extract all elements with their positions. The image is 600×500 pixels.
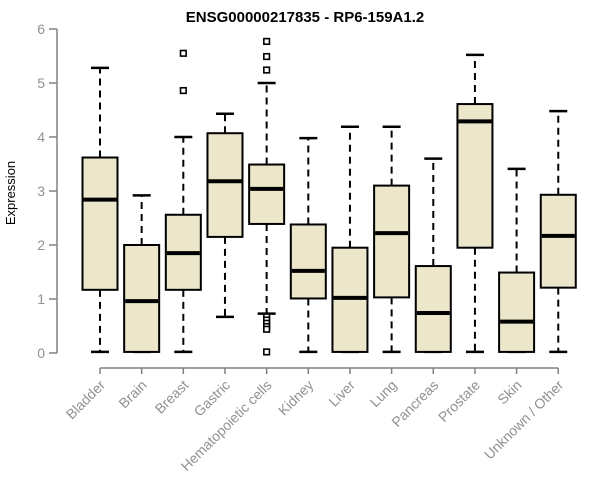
- outlier-point: [263, 348, 271, 356]
- boxplot-breast: [164, 49, 202, 354]
- y-axis-label: Expression: [3, 161, 18, 225]
- boxplot-lung: [373, 125, 411, 354]
- chart-title: ENSG00000217835 - RP6-159A1.2: [186, 9, 425, 26]
- iqr-box: [373, 184, 411, 299]
- boxplot-gastric: [206, 112, 244, 319]
- boxplot-prostate: [456, 53, 494, 354]
- iqr-box: [248, 163, 286, 225]
- y-tick-label: 2: [37, 237, 45, 253]
- x-tick-label-liver: Liver: [325, 377, 358, 410]
- outlier-point: [179, 49, 187, 57]
- outlier-point: [263, 37, 271, 46]
- y-tick-label: 0: [37, 345, 45, 361]
- boxplot-skin: [498, 167, 536, 354]
- x-tick-label-prostate: Prostate: [435, 377, 483, 425]
- iqr-box: [123, 244, 161, 353]
- boxplot-pancreas: [414, 157, 452, 354]
- x-tick-label-lung: Lung: [366, 377, 399, 410]
- x-tick-label-breast: Breast: [152, 377, 192, 417]
- outlier-point: [179, 86, 187, 95]
- iqr-box: [456, 103, 494, 249]
- box-marks: [81, 37, 577, 356]
- iqr-box: [206, 132, 244, 238]
- x-tick-label-unknown-other: Unknown / Other: [481, 377, 567, 463]
- outlier-point: [263, 325, 271, 333]
- iqr-box: [81, 156, 119, 291]
- iqr-box: [498, 271, 536, 353]
- outlier-point: [263, 52, 271, 61]
- outlier-point: [263, 66, 271, 74]
- x-tick-label-bladder: Bladder: [63, 377, 109, 423]
- x-tick-label-brain: Brain: [115, 377, 149, 411]
- boxplot-bladder: [81, 66, 119, 354]
- iqr-box: [289, 223, 327, 300]
- boxplot-unknown-other: [539, 109, 577, 354]
- x-tick-label-skin: Skin: [494, 377, 525, 408]
- boxplot-kidney: [289, 136, 327, 354]
- iqr-box: [539, 193, 577, 289]
- iqr-box: [414, 265, 452, 353]
- y-tick-label: 5: [37, 75, 45, 91]
- boxplot-hematopoietic-cells: [248, 37, 286, 356]
- y-tick-label: 6: [37, 21, 45, 37]
- y-tick-label: 4: [37, 129, 45, 145]
- boxplot-brain: [123, 194, 161, 354]
- y-tick-label: 3: [37, 183, 45, 199]
- boxplot-liver: [331, 125, 369, 354]
- y-tick-label: 1: [37, 291, 45, 307]
- x-tick-label-kidney: Kidney: [275, 377, 317, 419]
